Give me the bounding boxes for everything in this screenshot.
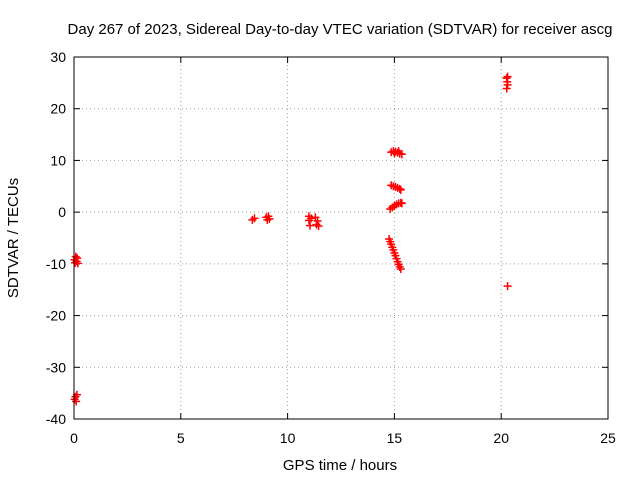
data-point-marker (502, 84, 511, 93)
chart-title: Day 267 of 2023, Sidereal Day-to-day VTE… (68, 21, 613, 38)
y-tick-label: -20 (46, 308, 66, 324)
data-point-marker (313, 216, 322, 225)
y-tick-labels: -40 -30 -20 -10 0 10 20 30 (46, 49, 66, 427)
x-tick-labels: 0 5 10 15 20 25 (70, 430, 616, 446)
x-axis-label: GPS time / hours (283, 457, 397, 474)
data-point-marker (503, 72, 512, 81)
data-point-marker (395, 184, 404, 193)
data-point-marker (396, 185, 405, 194)
data-point-marker (394, 147, 403, 156)
data-point-marker (503, 80, 512, 89)
data-point-marker (390, 149, 399, 158)
data-point-marker (397, 199, 406, 208)
x-tick-label: 10 (280, 430, 296, 446)
y-axis-label: SDTVAR / TECUs (5, 178, 22, 298)
data-point-marker (73, 259, 82, 268)
x-tick-label: 15 (387, 430, 403, 446)
y-tick-label: 10 (50, 152, 66, 168)
x-tick-label: 25 (600, 430, 616, 446)
data-point-marker (72, 397, 81, 406)
y-tick-label: 20 (50, 101, 66, 117)
data-point-marker (306, 221, 315, 230)
data-point-marker (307, 214, 316, 223)
data-point-marker (71, 252, 80, 261)
data-point-marker (503, 282, 512, 291)
grid-lines (74, 57, 608, 419)
y-tick-label: -10 (46, 256, 66, 272)
x-tick-label: 20 (493, 430, 509, 446)
y-tick-label: 0 (58, 204, 66, 220)
data-point-marker (250, 214, 259, 223)
x-tick-label: 5 (177, 430, 185, 446)
x-tick-label: 0 (70, 430, 78, 446)
plot-area-border (73, 56, 609, 420)
y-tick-label: 30 (50, 49, 66, 65)
data-point-marker (265, 214, 274, 223)
data-point-marker (396, 265, 405, 274)
data-point-marker (314, 222, 323, 231)
y-tick-label: -30 (46, 359, 66, 375)
data-markers (70, 72, 512, 406)
y-tick-label: -40 (46, 411, 66, 427)
